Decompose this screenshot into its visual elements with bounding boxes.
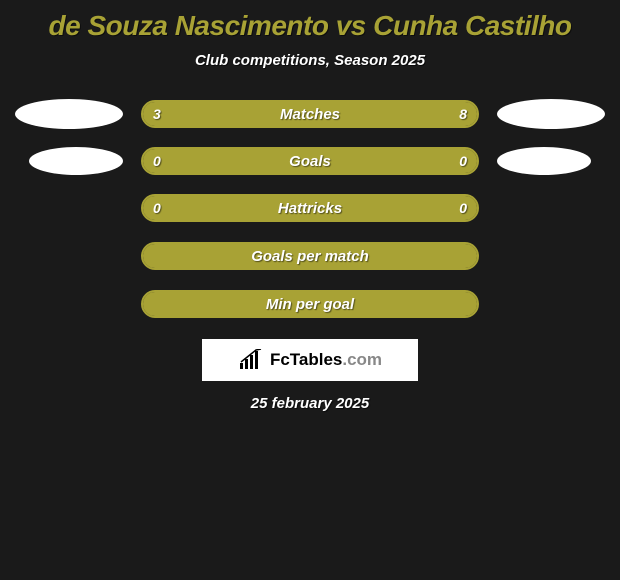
page-subtitle: Club competitions, Season 2025 xyxy=(0,52,620,69)
brand-name: FcTables xyxy=(270,350,342,369)
player-badge-left xyxy=(29,147,123,175)
brand-text: FcTables.com xyxy=(270,350,382,370)
spacer xyxy=(497,193,605,223)
stat-bar-hattricks: 0 Hattricks 0 xyxy=(141,194,479,222)
stat-value-right: 8 xyxy=(427,102,467,126)
stat-value-right: 0 xyxy=(427,196,467,220)
spacer xyxy=(15,241,123,271)
spacer xyxy=(497,241,605,271)
player-badge-right xyxy=(497,147,591,175)
comparison-rows: 3 Matches 8 0 Goals 0 0 Hattricks 0 xyxy=(0,99,620,319)
stat-row-matches: 3 Matches 8 xyxy=(0,99,620,129)
stat-bar-goals: 0 Goals 0 xyxy=(141,147,479,175)
stat-row-hattricks: 0 Hattricks 0 xyxy=(0,193,620,223)
brand-badge[interactable]: FcTables.com xyxy=(202,339,418,381)
date-text: 25 february 2025 xyxy=(0,395,620,412)
stat-bar-matches: 3 Matches 8 xyxy=(141,100,479,128)
page-title: de Souza Nascimento vs Cunha Castilho xyxy=(0,0,620,42)
stat-bar-gpm: Goals per match xyxy=(141,242,479,270)
stat-label: Goals per match xyxy=(143,244,477,268)
stat-bar-mpg: Min per goal xyxy=(141,290,479,318)
spacer xyxy=(15,193,123,223)
brand-suffix: .com xyxy=(342,350,382,369)
stat-row-gpm: Goals per match xyxy=(0,241,620,271)
chart-icon xyxy=(238,349,264,371)
stat-row-mpg: Min per goal xyxy=(0,289,620,319)
stat-value-right: 0 xyxy=(427,149,467,173)
stat-label: Min per goal xyxy=(143,292,477,316)
player-badge-right xyxy=(497,99,605,129)
stat-row-goals: 0 Goals 0 xyxy=(0,147,620,175)
player-badge-left xyxy=(15,99,123,129)
spacer xyxy=(15,289,123,319)
spacer xyxy=(497,289,605,319)
